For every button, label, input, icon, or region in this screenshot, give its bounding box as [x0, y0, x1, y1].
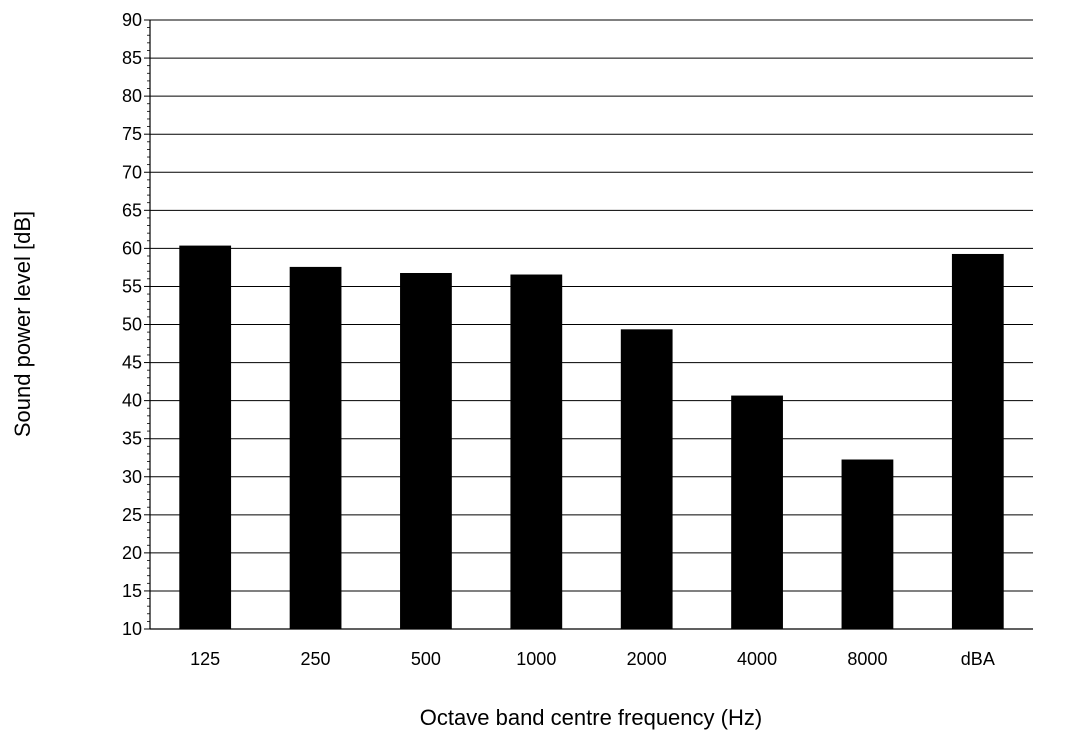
y-tick-label-40: 40 — [122, 391, 142, 411]
bar-series — [179, 245, 1004, 630]
y-tick-label-55: 55 — [122, 276, 142, 296]
bar-1000 — [510, 274, 563, 630]
y-tick-label-75: 75 — [122, 124, 142, 144]
y-tick-label-45: 45 — [122, 353, 142, 373]
y-tick-label-70: 70 — [122, 162, 142, 182]
x-tick-label-250: 250 — [301, 649, 331, 669]
y-tick-label-60: 60 — [122, 238, 142, 258]
y-gridlines — [150, 19, 1033, 592]
bar-dBA — [951, 253, 1004, 630]
y-tick-labels: 10 15 20 25 30 35 40 45 50 55 60 65 70 75 80 85 90 — [122, 10, 142, 639]
bar-250 — [289, 266, 342, 630]
x-tick-label-8000: 8000 — [847, 649, 887, 669]
bar-2000 — [620, 329, 673, 630]
bar-500 — [400, 272, 452, 630]
y-tick-label-25: 25 — [122, 505, 142, 525]
y-tick-label-15: 15 — [122, 581, 142, 601]
y-tick-label-90: 90 — [122, 10, 142, 30]
x-axis-title: Octave band centre frequency (Hz) — [420, 705, 762, 730]
bar-8000 — [841, 459, 894, 630]
x-tick-label-2000: 2000 — [627, 649, 667, 669]
y-tick-label-85: 85 — [122, 48, 142, 68]
chart-axes — [144, 19, 1033, 630]
y-tick-label-80: 80 — [122, 86, 142, 106]
y-axis-title: Sound power level [dB] — [10, 211, 35, 437]
y-tick-label-10: 10 — [122, 619, 142, 639]
x-tick-label-1000: 1000 — [516, 649, 556, 669]
x-tick-label-500: 500 — [411, 649, 441, 669]
x-tick-label-125: 125 — [190, 649, 220, 669]
y-tick-label-30: 30 — [122, 467, 142, 487]
y-tick-label-35: 35 — [122, 429, 142, 449]
y-tick-label-20: 20 — [122, 543, 142, 563]
y-tick-label-50: 50 — [122, 315, 142, 335]
bar-4000 — [731, 395, 783, 630]
y-tick-label-65: 65 — [122, 200, 142, 220]
x-tick-label-4000: 4000 — [737, 649, 777, 669]
x-tick-labels: 125 250 500 1000 2000 4000 8000 dBA — [190, 649, 995, 669]
bar-125 — [179, 245, 232, 630]
x-tick-label-dBA: dBA — [961, 649, 995, 669]
